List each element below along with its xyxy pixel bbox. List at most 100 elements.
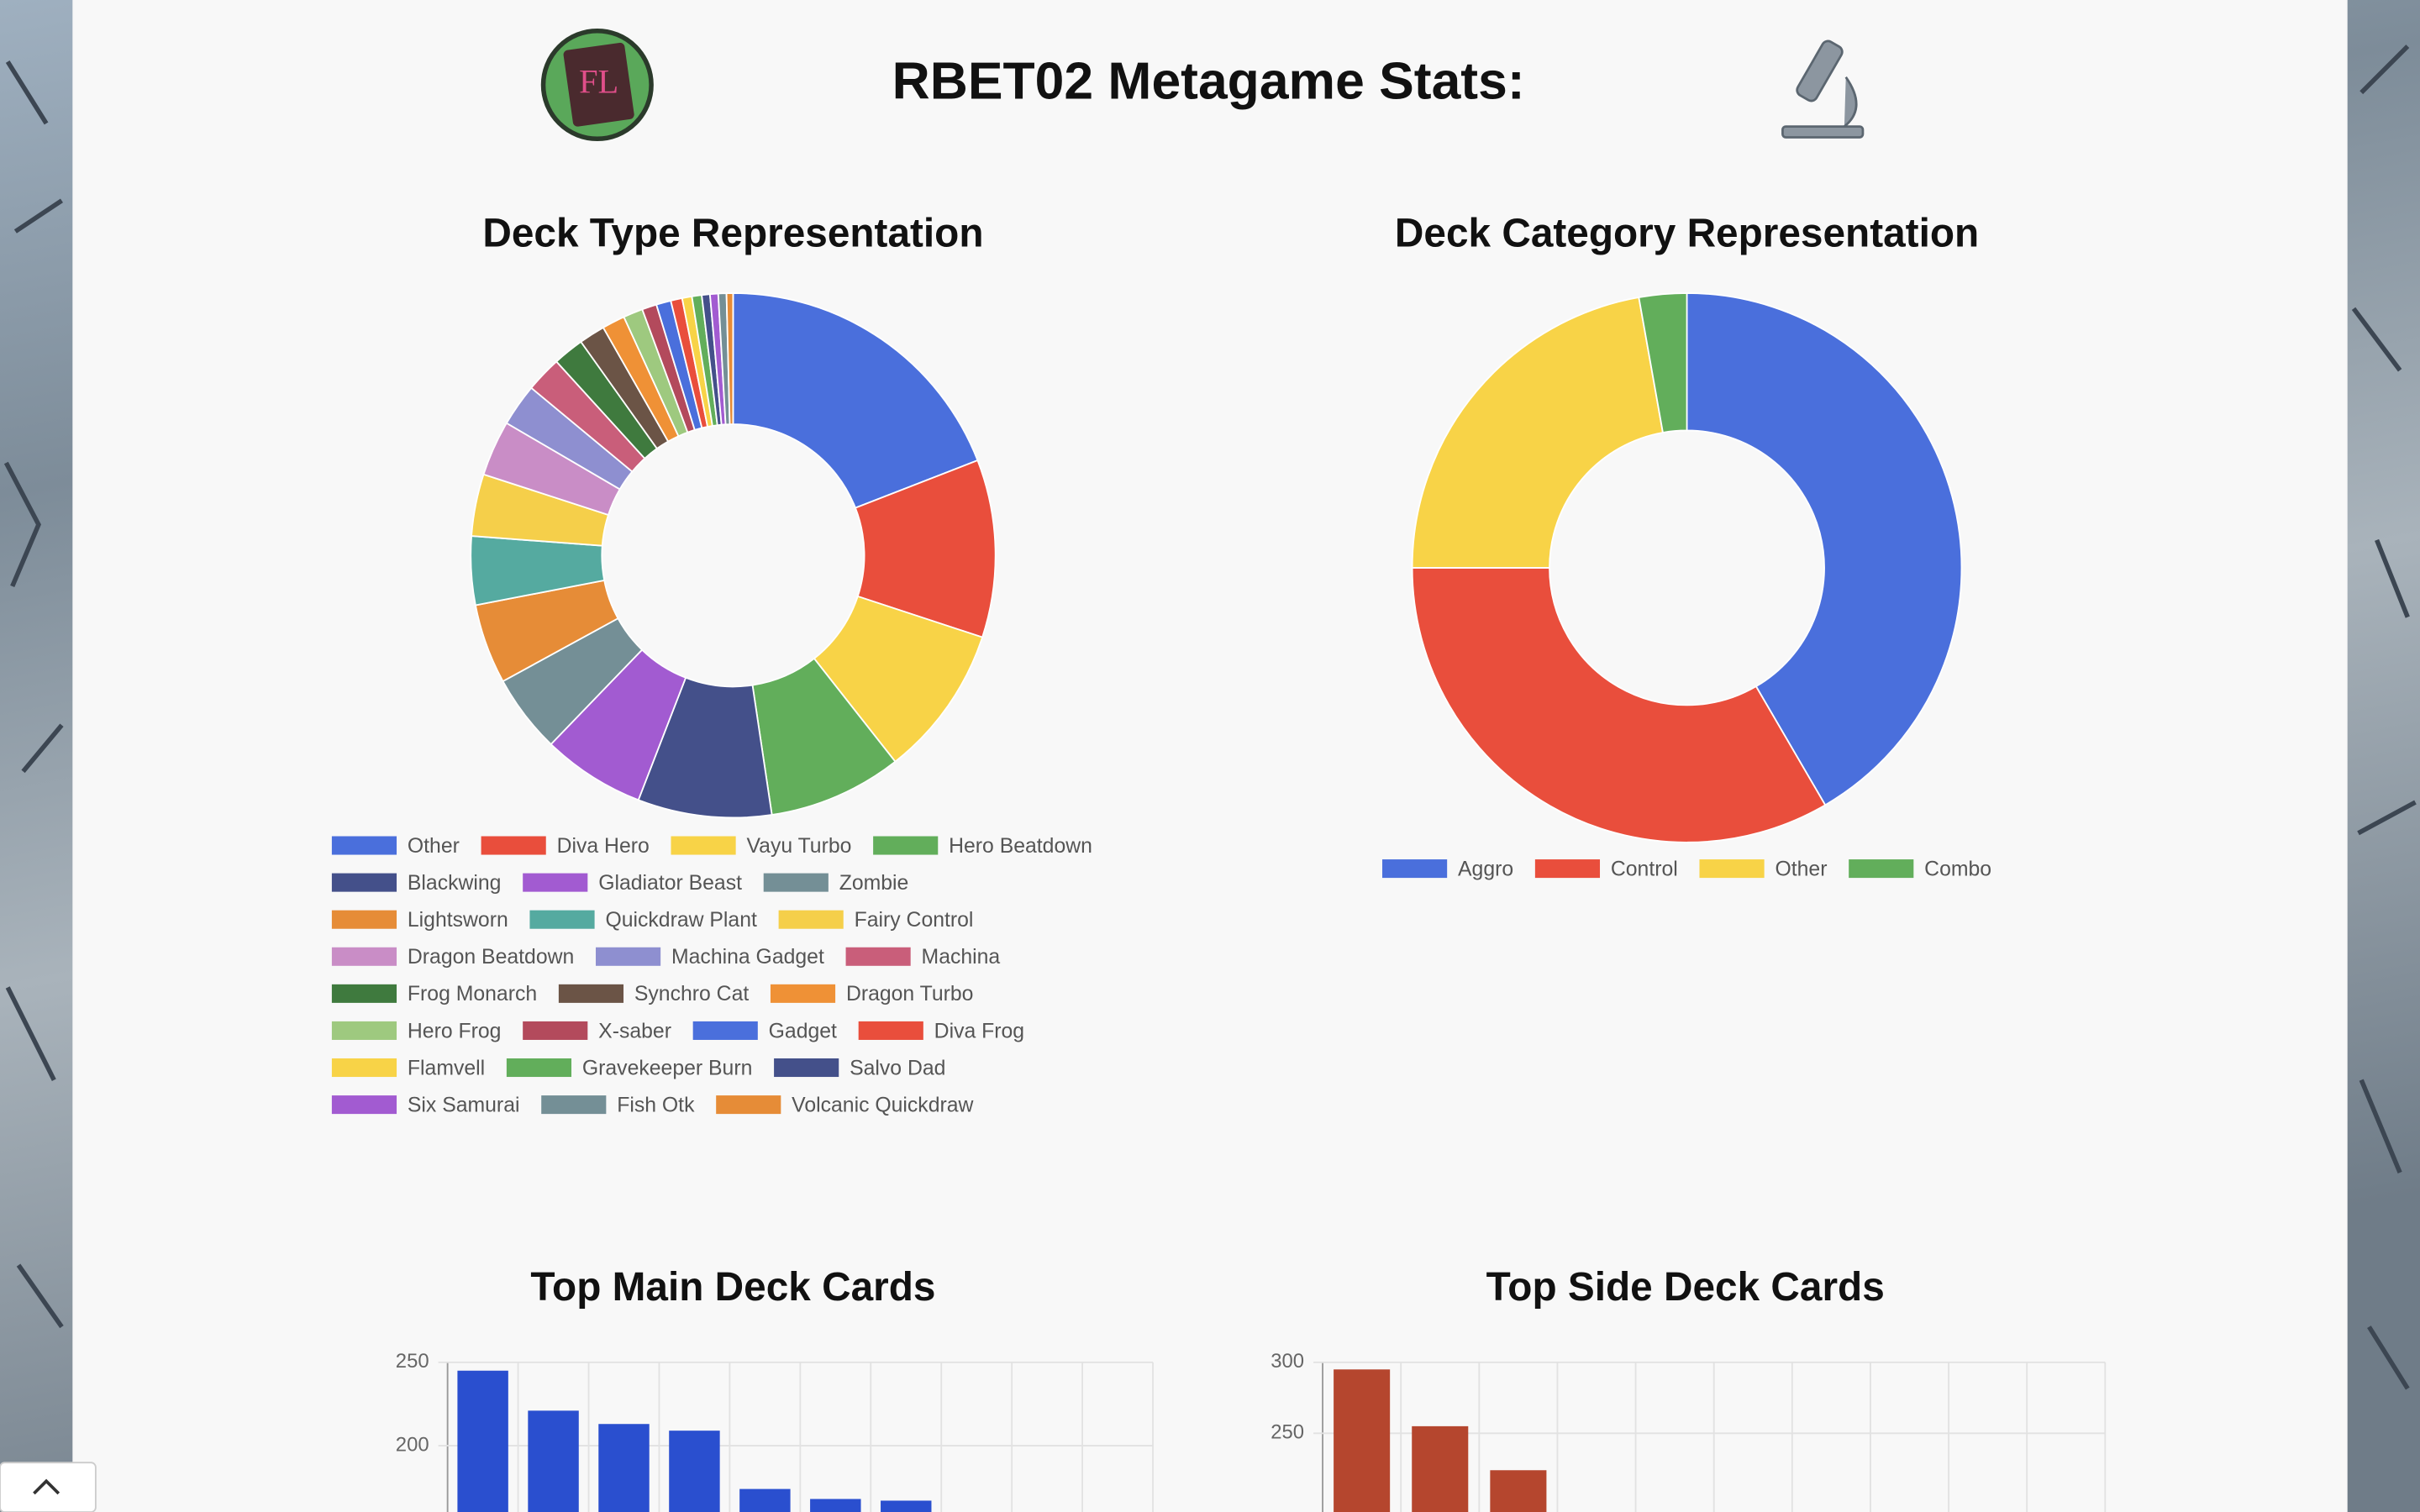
legend-label: Quickdraw Plant <box>605 909 757 932</box>
legend-item: Other <box>1699 858 1827 880</box>
legend: Other Diva Hero Vayu Turbo Hero Beatdown Bla… <box>331 835 1092 1116</box>
slice <box>1638 292 1688 434</box>
legend-item: Gravekeeper Burn <box>506 1057 753 1079</box>
legend-label: Gladiator Beast <box>598 872 742 895</box>
legend-swatch <box>596 947 661 966</box>
legend-item: Combo <box>1849 858 1991 880</box>
bar <box>739 1488 791 1512</box>
texture <box>3 45 2417 1390</box>
legend-swatch <box>716 1095 781 1115</box>
legend-row: Lightsworn Quickdraw Plant Fairy Control <box>331 909 973 932</box>
legend-item: Other <box>331 835 460 858</box>
legend-swatch <box>671 836 736 855</box>
legend-item: Diva Frog <box>858 1020 1024 1042</box>
legend-row: Hero Frog X-saber Gadget Diva Frog <box>331 1020 1024 1042</box>
legend-swatch <box>873 836 939 855</box>
legend-swatch <box>1699 859 1765 879</box>
legend-item: Diva Hero <box>481 835 650 858</box>
legend-item: Flamvell <box>331 1057 485 1079</box>
legend-item: Dragon Turbo <box>770 983 974 1005</box>
legend-label: Machina <box>922 946 1001 969</box>
y-tick-label: 250 <box>396 1350 429 1373</box>
legend-swatch <box>331 1021 397 1040</box>
legend-item: Synchro Cat <box>558 983 749 1005</box>
legend-label: Combo <box>1924 858 1991 880</box>
y-tick-label: 300 <box>1270 1350 1304 1373</box>
legend-label: Lightsworn <box>408 909 508 932</box>
legend-label: Diva Frog <box>934 1020 1024 1042</box>
legend-item: Fairy Control <box>778 909 973 932</box>
page-title: RBET02 Metagame Stats: <box>892 52 1525 111</box>
slice <box>1411 296 1664 569</box>
legend-label: Frog Monarch <box>408 983 537 1005</box>
legend-item: Gladiator Beast <box>523 872 742 895</box>
slice <box>1411 567 1827 843</box>
legend-item: Frog Monarch <box>331 983 537 1005</box>
legend: Aggro Control Other Combo <box>1382 858 1991 880</box>
legend-row: Blackwing Gladiator Beast Zombie <box>331 872 908 895</box>
legend-swatch <box>1849 859 1914 879</box>
legend-label: Gadget <box>769 1020 837 1042</box>
legend-label: X-saber <box>598 1020 671 1042</box>
legend-label: Diva Hero <box>557 835 650 858</box>
bar <box>881 1500 932 1512</box>
legend-swatch <box>331 836 397 855</box>
legend-label: Control <box>1611 858 1678 880</box>
slice <box>725 292 734 426</box>
legend-swatch <box>331 873 397 892</box>
legend-row: Flamvell Gravekeeper Burn Salvo Dad <box>331 1057 945 1079</box>
legend-swatch <box>331 1095 397 1115</box>
legend-label: Other <box>408 835 460 858</box>
bar <box>669 1431 720 1512</box>
legend-item: Lightsworn <box>331 909 508 932</box>
chart-title: Top Side Deck Cards <box>1486 1265 1885 1310</box>
legend-item: Six Samurai <box>331 1094 519 1116</box>
legend-item: Gadget <box>692 1020 837 1042</box>
legend-swatch <box>858 1021 923 1040</box>
bar <box>457 1370 508 1512</box>
legend-swatch <box>506 1058 572 1078</box>
legend-row: Aggro Control Other Combo <box>1382 858 1991 880</box>
legend-item: Quickdraw Plant <box>529 909 757 932</box>
slice <box>732 292 979 509</box>
scroll-top-button[interactable] <box>0 1462 97 1512</box>
legend-label: Dragon Turbo <box>846 983 974 1005</box>
legend-item: Hero Beatdown <box>873 835 1092 858</box>
bar <box>598 1424 650 1512</box>
legend-row: Frog Monarch Synchro Cat Dragon Turbo <box>331 983 974 1005</box>
microscope-icon <box>1781 39 1865 139</box>
legend-item: Vayu Turbo <box>671 835 851 858</box>
legend-label: Machina Gadget <box>671 946 824 969</box>
legend-item: Salvo Dad <box>774 1057 945 1079</box>
legend-label: Hero Frog <box>408 1020 502 1042</box>
legend-label: Aggro <box>1458 858 1513 880</box>
logo-text: FL <box>579 62 618 100</box>
legend-label: Hero Beatdown <box>949 835 1092 858</box>
legend-item: Fish Otk <box>541 1094 695 1116</box>
legend-item: Volcanic Quickdraw <box>716 1094 974 1116</box>
legend-swatch <box>845 947 911 966</box>
legend-label: Dragon Beatdown <box>408 946 574 969</box>
legend-swatch <box>523 873 588 892</box>
legend-label: Gravekeeper Burn <box>582 1057 753 1079</box>
bar <box>810 1499 861 1512</box>
legend-item: Zombie <box>763 872 908 895</box>
legend-swatch <box>529 910 595 929</box>
legend-swatch <box>558 984 624 1003</box>
legend-swatch <box>692 1021 758 1040</box>
legend-label: Synchro Cat <box>634 983 749 1005</box>
slice <box>1686 292 1963 806</box>
bar <box>1334 1369 1391 1512</box>
legend-item: Machina Gadget <box>596 946 824 969</box>
chart-title: Top Main Deck Cards <box>530 1265 935 1310</box>
logo: FL <box>540 28 654 142</box>
legend-item: Hero Frog <box>331 1020 502 1042</box>
legend-swatch <box>331 947 397 966</box>
chart-title: Deck Category Representation <box>1395 212 1979 256</box>
bar <box>528 1410 579 1512</box>
legend-item: Control <box>1534 858 1678 880</box>
legend-item: X-saber <box>523 1020 671 1042</box>
legend-swatch <box>481 836 546 855</box>
legend-row: Six Samurai Fish Otk Volcanic Quickdraw <box>331 1094 974 1116</box>
